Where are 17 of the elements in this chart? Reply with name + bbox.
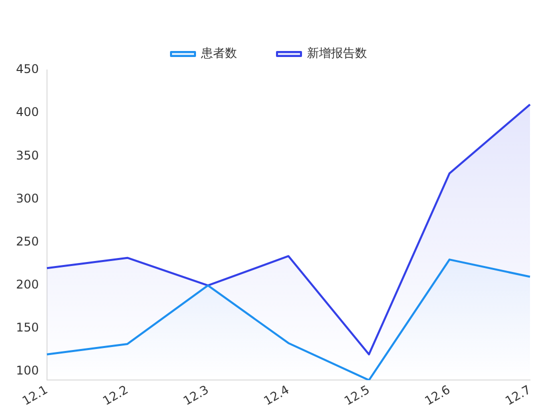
y-tick-label: 400 bbox=[16, 105, 39, 120]
legend-label: 新增报告数 bbox=[307, 46, 367, 60]
legend-label: 患者数 bbox=[200, 46, 237, 60]
x-tick-label: 12.1 bbox=[20, 382, 50, 408]
y-tick-label: 300 bbox=[16, 191, 39, 206]
x-tick-label: 12.4 bbox=[261, 382, 292, 408]
y-tick-label: 350 bbox=[16, 148, 39, 162]
x-tick-label: 12.3 bbox=[180, 382, 211, 408]
y-tick-label: 450 bbox=[16, 62, 39, 76]
x-tick-label: 12.2 bbox=[100, 382, 130, 408]
y-tick-label: 250 bbox=[16, 234, 39, 248]
y-tick-label: 100 bbox=[16, 364, 39, 378]
x-tick-label: 12.5 bbox=[342, 382, 372, 408]
x-tick-label: 12.6 bbox=[422, 382, 453, 408]
x-tick-label: 12.7 bbox=[502, 382, 534, 408]
y-tick-label: 200 bbox=[16, 278, 39, 292]
y-tick-label: 150 bbox=[16, 320, 39, 335]
